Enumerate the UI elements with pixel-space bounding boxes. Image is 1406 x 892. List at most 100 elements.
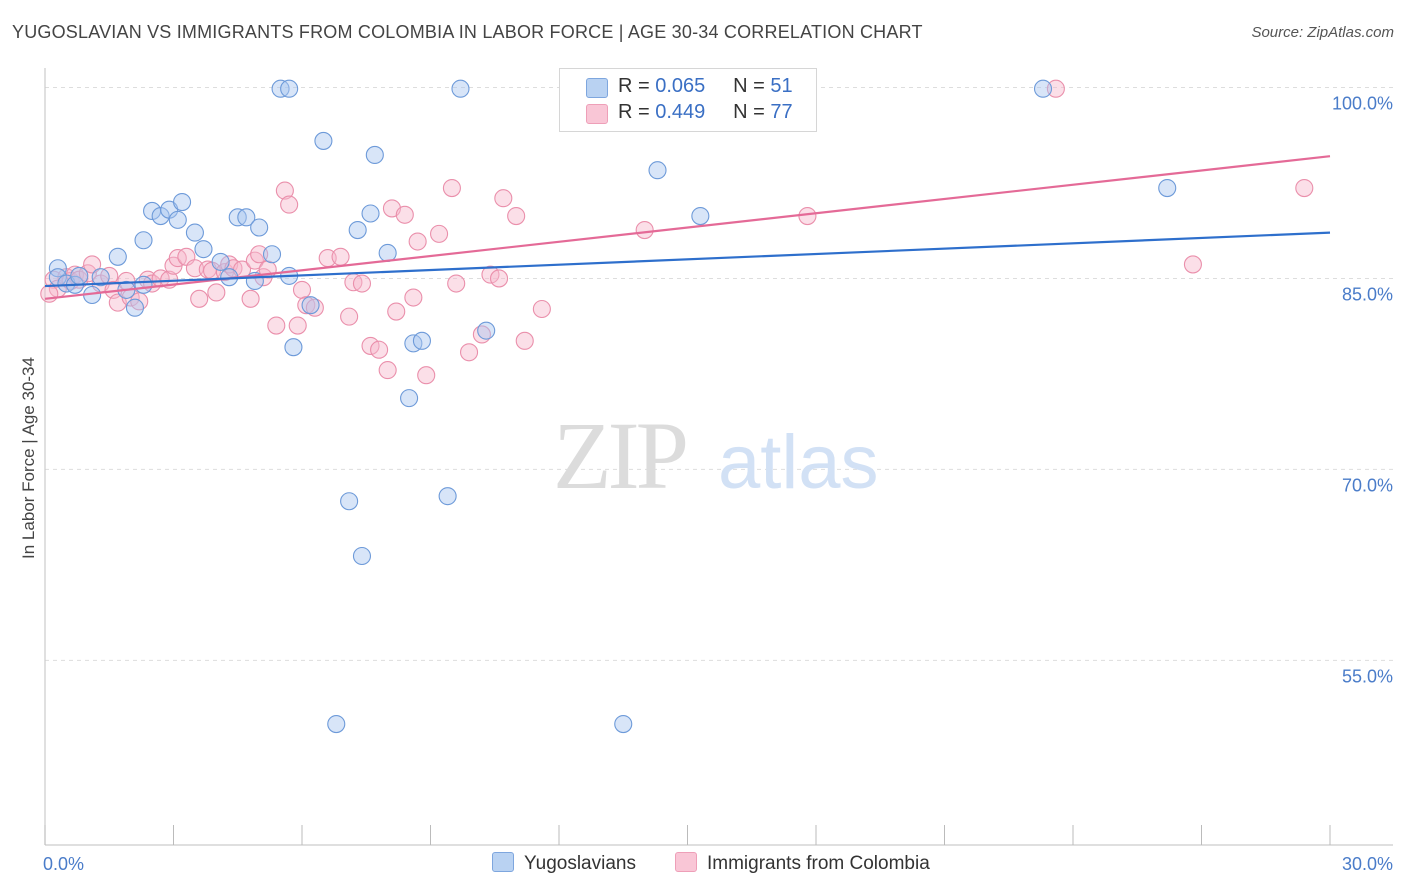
data-point-yugoslavian — [250, 218, 269, 237]
data-point-yugoslavian — [70, 266, 89, 285]
source-note: Source: ZipAtlas.com — [1251, 24, 1394, 41]
data-point-colombia — [288, 316, 307, 335]
bottom-legend-colombia: Immigrants from Colombia — [675, 852, 930, 875]
data-point-yugoslavian — [365, 145, 384, 164]
data-point-colombia — [378, 361, 397, 380]
legend-r-value: 0.065 — [655, 75, 706, 97]
data-point-yugoslavian — [262, 245, 282, 264]
y-tick-label: 100.0% — [1332, 93, 1393, 113]
data-point-yugoslavian — [284, 338, 303, 357]
legend-r-label: R = — [618, 75, 656, 97]
data-point-yugoslavian — [173, 192, 192, 212]
data-point-colombia — [459, 343, 479, 362]
data-point-yugoslavian — [378, 243, 397, 263]
tick-labels: 55.0% 70.0% 85.0% 100.0% 0.0% 30.0% — [43, 93, 1393, 874]
data-point-yugoslavian — [91, 268, 110, 287]
data-point-colombia — [408, 232, 427, 251]
data-point-yugoslavian — [477, 321, 496, 340]
legend-n-label: N = — [733, 75, 771, 97]
data-point-yugoslavian — [614, 714, 633, 734]
data-point-colombia — [241, 289, 260, 308]
watermark: ZIP atlas — [553, 402, 879, 509]
data-point-colombia — [442, 178, 461, 198]
data-point-yugoslavian — [691, 207, 710, 226]
data-point-colombia — [340, 307, 359, 326]
data-point-yugoslavian — [185, 223, 204, 242]
y-tick-label: 55.0% — [1342, 666, 1393, 686]
data-point-yugoslavian — [1158, 178, 1177, 198]
data-point-yugoslavian — [237, 208, 256, 227]
data-point-yugoslavian — [438, 487, 457, 506]
data-point-colombia — [250, 245, 269, 264]
data-point-yugoslavian — [648, 161, 667, 180]
data-point-colombia — [83, 255, 102, 274]
x-tick-label: 0.0% — [43, 854, 84, 874]
data-point-yugoslavian — [125, 298, 144, 317]
bottom-legend-label: Yugoslavians — [524, 853, 636, 874]
y-tick-label: 85.0% — [1342, 284, 1393, 304]
data-point-colombia — [494, 189, 513, 208]
y-tick-label: 70.0% — [1342, 475, 1393, 495]
data-point-colombia — [404, 288, 423, 307]
data-point-colombia — [40, 284, 59, 303]
data-point-yugoslavian — [327, 714, 346, 734]
bottom-legend-swatch-pink — [675, 852, 697, 872]
data-point-yugoslavian — [451, 79, 470, 98]
data-point-yugoslavian — [108, 247, 127, 266]
bottom-legend-swatch-blue — [492, 852, 514, 872]
y-axis-label: In Labor Force | Age 30-34 — [19, 357, 38, 559]
legend-n-value: 51 — [770, 75, 793, 97]
watermark-atlas: atlas — [718, 420, 879, 505]
data-point-colombia — [447, 274, 466, 293]
data-point-colombia — [370, 340, 389, 359]
data-point-yugoslavian — [194, 240, 213, 259]
legend-r-value: 0.449 — [655, 101, 706, 123]
data-point-colombia — [190, 289, 209, 308]
legend-n-value: 77 — [770, 101, 793, 123]
data-point-colombia — [280, 195, 299, 214]
legend-swatch-blue — [586, 78, 608, 98]
gridlines — [45, 86, 1393, 661]
legend-n-label: N = — [733, 101, 771, 123]
data-point-colombia — [507, 207, 526, 226]
data-point-yugoslavian — [168, 210, 187, 229]
trend-line-colombia — [44, 155, 1331, 300]
data-point-colombia — [1295, 178, 1314, 198]
bottom-legend-label: Immigrants from Colombia — [707, 853, 930, 874]
data-point-yugoslavian — [352, 546, 372, 566]
data-point-yugoslavian — [134, 231, 153, 250]
data-point-yugoslavian — [280, 79, 299, 98]
data-point-colombia — [481, 265, 500, 284]
data-point-colombia — [292, 280, 312, 299]
watermark-zip: ZIP — [553, 402, 686, 509]
trend-lines — [44, 155, 1331, 300]
data-point-colombia — [352, 274, 372, 293]
legend-swatch-pink — [586, 104, 608, 124]
data-point-yugoslavian — [348, 221, 367, 240]
data-point-colombia — [207, 283, 226, 302]
data-point-colombia — [395, 205, 414, 224]
data-point-yugoslavian — [134, 275, 153, 294]
data-point-colombia — [635, 221, 654, 240]
data-point-yugoslavian — [400, 389, 419, 408]
data-point-yugoslavian — [412, 331, 431, 350]
data-point-colombia — [798, 207, 817, 226]
data-point-colombia — [430, 224, 449, 243]
data-point-yugoslavian — [361, 204, 380, 223]
data-point-yugoslavian — [301, 296, 320, 315]
data-point-colombia — [1183, 255, 1202, 274]
data-point-colombia — [489, 269, 509, 288]
x-tick-label: 30.0% — [1342, 854, 1393, 874]
axes — [44, 68, 1393, 846]
data-point-colombia — [275, 181, 294, 200]
data-point-colombia — [267, 316, 286, 335]
data-point-colombia — [331, 247, 350, 266]
bottom-legend-yugoslavians: Yugoslavians — [492, 852, 636, 875]
data-point-colombia — [361, 336, 380, 355]
data-point-colombia — [532, 299, 551, 319]
data-point-colombia — [387, 302, 406, 321]
data-point-yugoslavian — [340, 492, 359, 511]
data-point-yugoslavian — [211, 252, 230, 271]
data-point-colombia — [1046, 79, 1065, 98]
